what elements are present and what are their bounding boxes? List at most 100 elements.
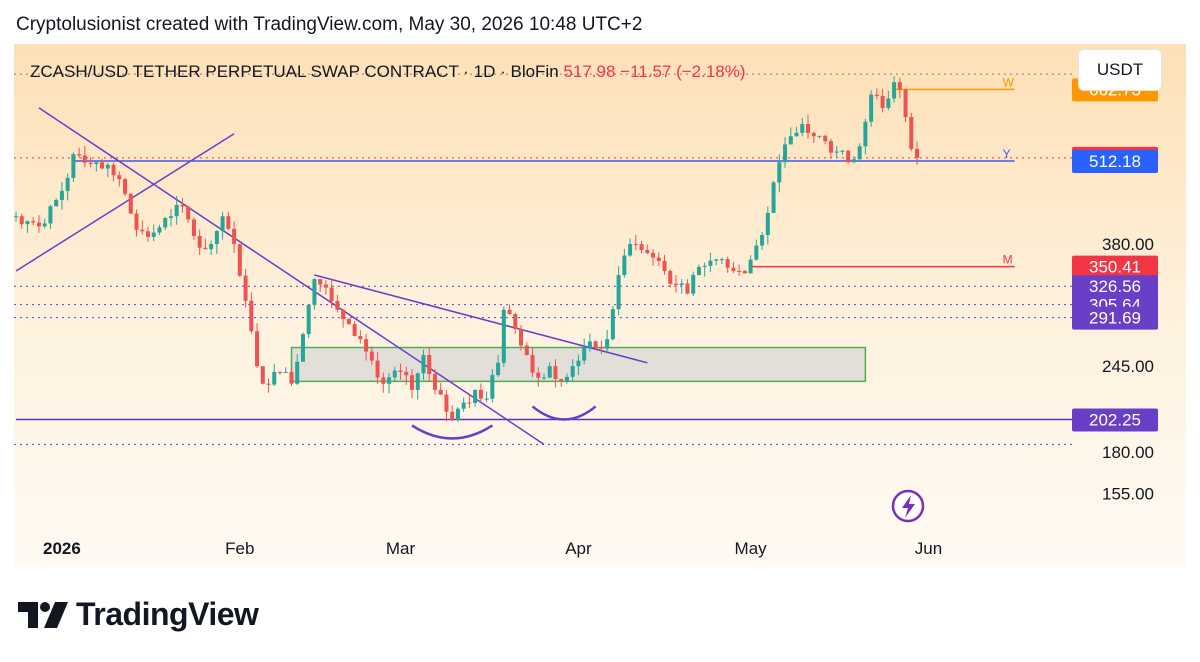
candle <box>168 216 173 219</box>
tradingview-logo[interactable]: TradingView <box>18 596 259 633</box>
candle <box>754 245 759 260</box>
price-label-text: 326.56 <box>1089 277 1141 296</box>
candle <box>295 361 300 384</box>
candle <box>541 377 547 379</box>
candle <box>633 244 638 246</box>
candle <box>513 314 518 330</box>
candle <box>662 260 667 271</box>
candle <box>576 360 581 367</box>
price-label: 326.56 <box>1072 275 1158 299</box>
x-tick-label: Jun <box>915 539 942 558</box>
x-tick-label: 2026 <box>43 539 81 558</box>
candle <box>232 228 237 245</box>
candle <box>794 132 799 137</box>
candle <box>685 283 690 294</box>
candle <box>157 227 162 233</box>
candle <box>467 402 472 404</box>
candle <box>484 398 489 400</box>
candle <box>846 150 851 163</box>
axis-layer: 700.00380.00245.00180.00155.002026FebMar… <box>43 65 1154 558</box>
candle <box>461 402 466 409</box>
candle <box>323 284 328 288</box>
candle <box>197 235 202 248</box>
candle <box>283 371 288 373</box>
candle <box>312 279 317 305</box>
candle <box>863 121 868 147</box>
candles-layer <box>14 76 920 422</box>
candle <box>341 309 346 319</box>
price-label-bg <box>1072 255 1158 279</box>
candle <box>880 95 885 108</box>
price-label-bg <box>1072 408 1158 432</box>
candle <box>828 141 833 153</box>
candle <box>272 371 277 385</box>
price-label: 350.41 <box>1072 255 1158 279</box>
candle <box>478 389 483 399</box>
candle <box>255 331 260 367</box>
candle <box>645 249 650 253</box>
pattern-arc <box>531 405 597 421</box>
candle <box>800 124 805 133</box>
x-tick-label: Apr <box>565 539 592 558</box>
candle <box>266 383 271 385</box>
candle <box>352 324 357 337</box>
candle <box>36 222 41 227</box>
candle <box>869 94 874 122</box>
candle <box>582 347 587 361</box>
trendline <box>15 133 235 272</box>
y-tick-label: 245.00 <box>1102 357 1154 376</box>
price-label-bg <box>1072 275 1158 299</box>
candle <box>742 270 747 274</box>
candle <box>306 304 311 335</box>
candle <box>605 339 610 349</box>
candle <box>88 162 93 164</box>
candle <box>186 206 191 220</box>
candle <box>243 275 248 301</box>
currency-button[interactable]: USDT <box>1078 49 1162 91</box>
candle <box>530 355 535 373</box>
candle <box>42 223 47 227</box>
chart-panel[interactable]: WYM 700.00380.00245.00180.00155.002026Fe… <box>14 44 1186 568</box>
candle <box>777 162 782 183</box>
candle <box>519 329 524 346</box>
price-label-bg <box>1072 150 1158 174</box>
candle <box>151 232 156 237</box>
candle <box>564 376 569 382</box>
price-chart[interactable]: WYM 700.00380.00245.00180.00155.002026Fe… <box>14 44 1186 568</box>
tradingview-logo-icon <box>18 601 68 628</box>
candle <box>140 229 145 232</box>
tradingview-wordmark: TradingView <box>76 596 259 632</box>
candle <box>496 362 501 376</box>
candle <box>473 389 478 403</box>
candle <box>421 355 426 374</box>
candle <box>702 265 707 267</box>
candle <box>547 366 552 378</box>
candle <box>82 155 87 163</box>
candle <box>134 213 139 230</box>
price-label-bg <box>1072 306 1158 330</box>
candle <box>737 270 742 272</box>
price-label: 291.69 <box>1072 306 1158 330</box>
horizontal-levels: W Y M <box>14 73 1072 445</box>
candle <box>404 371 409 376</box>
candle <box>111 164 116 176</box>
candle <box>765 212 770 236</box>
candle <box>559 379 564 382</box>
candle <box>691 274 696 294</box>
price-label-text: 350.41 <box>1089 258 1141 277</box>
candle <box>77 154 82 156</box>
candle <box>392 370 397 378</box>
y-tick-label: 380.00 <box>1102 235 1154 254</box>
symbol-info: ZCASH/USD TETHER PERPETUAL SWAP CONTRACT… <box>30 62 746 82</box>
candle <box>656 257 661 261</box>
candle <box>358 336 363 340</box>
candle <box>94 162 99 164</box>
level-tag: Y <box>1003 147 1011 161</box>
last-price: 517.98 <box>563 62 616 81</box>
candle <box>507 309 512 315</box>
candle <box>892 82 897 99</box>
candle <box>450 411 455 420</box>
candle <box>145 231 151 237</box>
lightning-icon[interactable] <box>891 489 925 523</box>
candle <box>651 252 656 258</box>
